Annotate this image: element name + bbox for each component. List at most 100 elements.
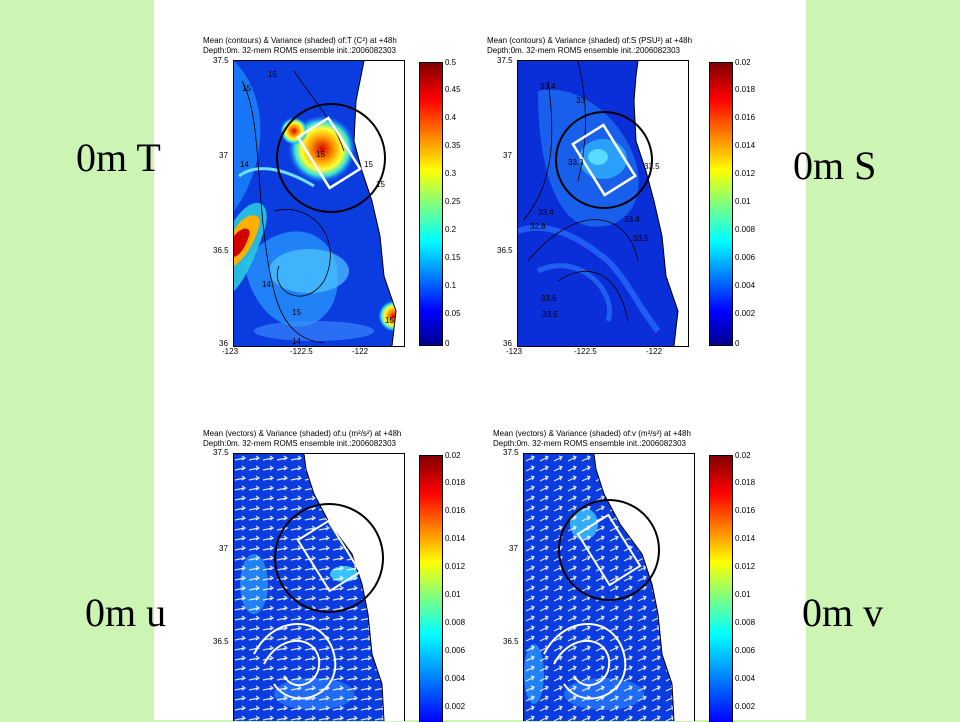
panel-t-colorbar-tick: 0.45 xyxy=(445,85,461,94)
panel-t-contour-label: 14 xyxy=(240,160,249,169)
panel-s-contour-label: 33.4 xyxy=(540,82,556,91)
panel-u-colorbar-tick: 0.014 xyxy=(445,534,466,543)
panel-t-colorbar-tick: 0.3 xyxy=(445,169,457,178)
panel-v-ytick: 37.5 xyxy=(503,448,519,457)
panel-t-colorbar-tick: 0.25 xyxy=(445,197,461,206)
panel-v-map xyxy=(523,453,695,721)
panel-v-ytick: 36.5 xyxy=(503,637,519,646)
panel-s-colorbar-tick: 0.01 xyxy=(735,197,751,206)
panel-v-colorbar-tick: 0.006 xyxy=(735,646,756,655)
panel-t-title-line1: Mean (contours) & Variance (shaded) of:T… xyxy=(203,36,397,45)
panel-s-map xyxy=(517,60,689,347)
panel-t-xtick: -122 xyxy=(352,347,369,356)
panel-v-colorbar-tick: 0.002 xyxy=(735,702,756,711)
label-0m-t: 0m T xyxy=(76,135,161,180)
panel-t-xtick: -122.5 xyxy=(290,347,313,356)
panel-t-contour-label: 15 xyxy=(364,160,373,169)
panel-t-colorbar-tick: 0.05 xyxy=(445,309,461,318)
panel-t-colorbar-tick: 0.2 xyxy=(445,225,457,234)
label-0m-u: 0m u xyxy=(85,590,167,635)
panel-s-contour-label: 32.8 xyxy=(530,222,546,231)
panel-t-contour-label: 14 xyxy=(262,280,271,289)
panel-t-colorbar-tick: 0.1 xyxy=(445,281,457,290)
panel-s-colorbar-tick: 0.002 xyxy=(735,309,756,318)
panel-s-colorbar-tick: 0 xyxy=(735,339,740,348)
panel-t-ytick: 36.5 xyxy=(213,246,229,255)
panel-u-colorbar-tick: 0.008 xyxy=(445,618,466,627)
panel-t-map xyxy=(233,60,405,347)
panel-t-colorbar-tick: 0 xyxy=(445,339,450,348)
panel-t-colorbar-tick: 0.4 xyxy=(445,113,457,122)
panel-s-contour-label: 33.6 xyxy=(541,294,557,303)
panel-s-colorbar-tick: 0.004 xyxy=(735,281,756,290)
label-0m-s: 0m S xyxy=(793,143,877,188)
panel-t-xtick: -123 xyxy=(222,347,239,356)
panel-t-contour-label: 15 xyxy=(376,180,385,189)
panel-s-title-line1: Mean (contours) & Variance (shaded) of:S… xyxy=(487,36,693,45)
panel-t-contour-label: 15 xyxy=(268,70,277,79)
panel-t-contour-label: 15 xyxy=(316,150,325,159)
panel-s-xtick: -122 xyxy=(646,347,663,356)
panel-v-colorbar-tick: 0.016 xyxy=(735,506,756,515)
panel-s-contour-label: 33.4 xyxy=(624,215,640,224)
panel-v-colorbar xyxy=(709,455,733,722)
panel-u-colorbar-tick: 0.004 xyxy=(445,674,466,683)
panel-s-contour-label: 33.5 xyxy=(644,162,660,171)
panel-s-colorbar xyxy=(709,62,733,346)
panel-u-colorbar-tick: 0.006 xyxy=(445,646,466,655)
panel-u-colorbar-tick: 0.016 xyxy=(445,506,466,515)
panel-t-colorbar-tick: 0.15 xyxy=(445,253,461,262)
panel-v-colorbar-tick: 0.01 xyxy=(735,590,751,599)
panel-v-ytick: 37 xyxy=(509,544,518,553)
panel-t-contour-label: 14 xyxy=(292,337,301,346)
panel-u-ytick: 36.5 xyxy=(213,637,229,646)
panel-v-title-line2: Depth:0m. 32-mem ROMS ensemble init.:200… xyxy=(493,439,686,448)
panel-u-title-line2: Depth:0m. 32-mem ROMS ensemble init.:200… xyxy=(203,439,396,448)
panel-v-colorbar-tick: 0.014 xyxy=(735,534,756,543)
panel-t-colorbar-tick: 0.5 xyxy=(445,58,457,67)
panel-s-colorbar-tick: 0.012 xyxy=(735,169,756,178)
panel-u-ytick: 37 xyxy=(219,544,228,553)
panel-s-colorbar-tick: 0.006 xyxy=(735,253,756,262)
panel-t-ytick: 37.5 xyxy=(213,56,229,65)
panel-s-xtick: -122.5 xyxy=(574,347,597,356)
panel-s-ytick: 36.5 xyxy=(497,246,513,255)
panel-v-colorbar-tick: 0.018 xyxy=(735,478,756,487)
panel-s-title-line2: Depth:0m. 32-mem ROMS ensemble init.:200… xyxy=(487,46,680,55)
panel-v-colorbar-tick: 0.012 xyxy=(735,562,756,571)
panel-u-title-line1: Mean (vectors) & Variance (shaded) of:u … xyxy=(203,429,402,438)
panel-v-title-line1: Mean (vectors) & Variance (shaded) of:v … xyxy=(493,429,691,438)
panel-t-contour-label: 15 xyxy=(292,308,301,317)
panel-s-colorbar-tick: 0.016 xyxy=(735,113,756,122)
panel-t-colorbar-tick: 0.35 xyxy=(445,141,461,150)
panel-u-ytick: 37.5 xyxy=(213,448,229,457)
panel-u-colorbar xyxy=(419,455,443,722)
panel-u-colorbar-tick: 0.012 xyxy=(445,562,466,571)
panel-s-xtick: -123 xyxy=(506,347,523,356)
panel-t-contour-label: 15 xyxy=(242,84,251,93)
panel-u-colorbar-tick: 0.02 xyxy=(445,451,461,460)
panel-s-ytick: 36 xyxy=(503,339,512,348)
panel-s-ytick: 37 xyxy=(503,151,512,160)
panel-t-title-line2: Depth:0m. 32-mem ROMS ensemble init.:200… xyxy=(203,46,396,55)
panel-s-colorbar-tick: 0.02 xyxy=(735,58,751,67)
panel-u-colorbar-tick: 0.018 xyxy=(445,478,466,487)
panel-s-colorbar-tick: 0.014 xyxy=(735,141,756,150)
panel-s-contour-label: 33.4 xyxy=(538,208,554,217)
label-0m-v: 0m v xyxy=(802,590,884,635)
panel-s-contour-label: 33 xyxy=(576,96,585,105)
panel-u-colorbar-tick: 0.01 xyxy=(445,590,461,599)
panel-t-ytick: 37 xyxy=(219,151,228,160)
panel-u-map xyxy=(233,453,405,721)
panel-s-colorbar-tick: 0.008 xyxy=(735,225,756,234)
panel-v-colorbar-tick: 0.02 xyxy=(735,451,751,460)
panel-s-contour-label: 33.3 xyxy=(568,158,584,167)
panel-s-contour-label: 33.5 xyxy=(542,310,558,319)
panel-s-colorbar-tick: 0.018 xyxy=(735,85,756,94)
panel-t-colorbar xyxy=(419,62,443,346)
panel-t-contour-label: 15 xyxy=(385,316,394,325)
panel-s-ytick: 37.5 xyxy=(497,56,513,65)
panel-u-colorbar-tick: 0.002 xyxy=(445,702,466,711)
panel-v-colorbar-tick: 0.008 xyxy=(735,618,756,627)
panel-v-colorbar-tick: 0.004 xyxy=(735,674,756,683)
